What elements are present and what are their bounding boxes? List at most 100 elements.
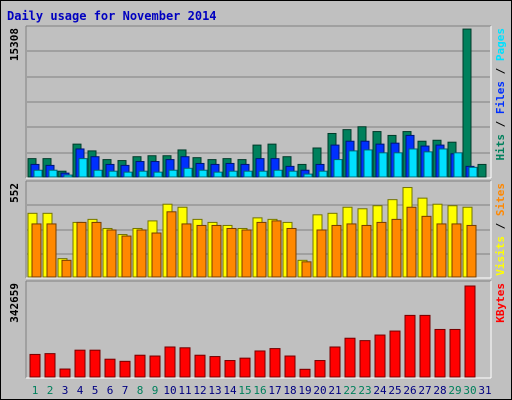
bar-sites-day-19 [301,261,312,278]
bar-pages-day-15 [243,170,253,178]
bar-kbytes-day-20 [314,360,326,378]
bar-kbytes-day-9 [149,355,161,378]
bar-sites-day-4 [76,221,87,278]
bar-sites-day-13 [211,224,222,278]
x-tick-label-day-18: 18 [283,384,296,397]
bar-kbytes-day-28 [434,328,446,378]
x-tick-label-day-9: 9 [152,384,159,397]
x-tick-label-day-5: 5 [92,384,99,397]
x-tick-label-day-15: 15 [238,384,251,397]
bar-pages-day-18 [288,170,298,178]
bar-kbytes-day-22 [344,337,356,378]
x-tick-label-day-27: 27 [418,384,431,397]
bar-pages-day-22 [348,150,358,178]
bar-kbytes-day-10 [164,346,176,378]
bar-kbytes-day-27 [419,314,431,378]
bar-sites-day-23 [361,224,372,278]
bar-sites-day-22 [346,223,357,278]
x-tick-label-day-16: 16 [253,384,266,397]
bar-hits-day-31 [477,163,487,178]
legend-hits-files-pages-part: Hits [494,134,507,161]
bar-pages-day-2 [48,169,58,178]
y-max-label-hits: 15308 [8,28,21,61]
bar-pages-day-27 [423,151,433,178]
x-tick-label-day-30: 30 [463,384,476,397]
bar-pages-day-9 [153,171,163,178]
x-tick-label-day-7: 7 [122,384,129,397]
bar-pages-day-8 [138,170,148,178]
bar-kbytes-day-4 [74,349,86,378]
x-tick-label-day-12: 12 [193,384,206,397]
bar-pages-day-11 [183,167,193,178]
bar-kbytes-day-25 [389,330,401,378]
bar-sites-day-10 [166,211,177,278]
bar-kbytes-day-17 [269,348,281,378]
bar-pages-day-3 [63,174,73,178]
bar-sites-day-30 [466,224,477,278]
x-tick-label-day-19: 19 [298,384,311,397]
bar-pages-day-21 [333,159,343,178]
bar-sites-day-18 [286,227,297,278]
bar-pages-day-12 [198,169,208,178]
legend-kbytes: KBytes [494,283,507,323]
bar-sites-day-1 [31,223,42,278]
bar-kbytes-day-1 [29,353,41,378]
bar-pages-day-6 [108,170,118,178]
bar-sites-day-6 [106,229,117,278]
legend-visits-sites-part: Visits [494,236,507,276]
bar-pages-day-5 [93,169,103,178]
bar-kbytes-day-6 [104,358,116,378]
bar-pages-day-13 [213,171,223,178]
bar-pages-day-25 [393,152,403,178]
x-tick-label-day-22: 22 [343,384,356,397]
y-max-label-kbytes: 342659 [8,283,21,323]
bar-sites-day-14 [226,227,237,278]
bar-kbytes-day-13 [209,356,221,378]
bar-sites-day-3 [61,259,72,278]
bar-sites-day-15 [241,229,252,278]
bar-pages-day-24 [378,152,388,178]
chart-title: Daily usage for November 2014 [7,9,217,23]
x-tick-label-day-24: 24 [373,384,387,397]
legend-hits-files-pages-part: / [494,61,507,81]
bar-sites-day-16 [256,221,267,278]
bar-sites-day-24 [376,221,387,278]
bar-pages-day-4 [78,158,88,178]
x-tick-label-day-21: 21 [328,384,341,397]
x-tick-label-day-14: 14 [223,384,237,397]
legend-visits-sites-part: / [494,216,507,236]
bar-sites-day-17 [271,220,282,278]
bar-sites-day-7 [121,235,132,278]
legend-kbytes-part: KBytes [494,283,507,323]
x-tick-label-day-2: 2 [47,384,54,397]
bar-kbytes-day-7 [119,360,131,378]
bar-kbytes-day-19 [299,368,311,378]
x-tick-label-day-11: 11 [178,384,191,397]
x-tick-label-day-13: 13 [208,384,221,397]
legend-hits-files-pages-part: Files [494,81,507,114]
bar-hits-day-30 [462,28,472,178]
bar-pages-day-7 [123,171,133,178]
bar-kbytes-day-16 [254,350,266,378]
bar-sites-day-28 [436,223,447,278]
bar-kbytes-day-5 [89,349,101,378]
x-tick-label-day-3: 3 [62,384,69,397]
bar-kbytes-day-26 [404,314,416,378]
x-tick-label-day-8: 8 [137,384,144,397]
legend-hits-files-pages-part: Pages [494,28,507,61]
bar-pages-day-14 [228,170,238,178]
x-tick-label-day-26: 26 [403,384,416,397]
legend-hits-files-pages: Hits / Files / Pages [494,28,507,161]
bar-sites-day-2 [46,223,57,278]
legend-visits-sites: Visits / Sites [494,183,507,276]
bar-sites-day-25 [391,218,402,278]
x-tick-label-day-6: 6 [107,384,114,397]
x-tick-label-day-28: 28 [433,384,446,397]
x-tick-label-day-23: 23 [358,384,371,397]
bar-kbytes-day-30 [464,285,476,378]
x-tick-label-day-17: 17 [268,384,281,397]
bar-kbytes-day-12 [194,354,206,378]
bar-sites-day-26 [406,206,417,278]
